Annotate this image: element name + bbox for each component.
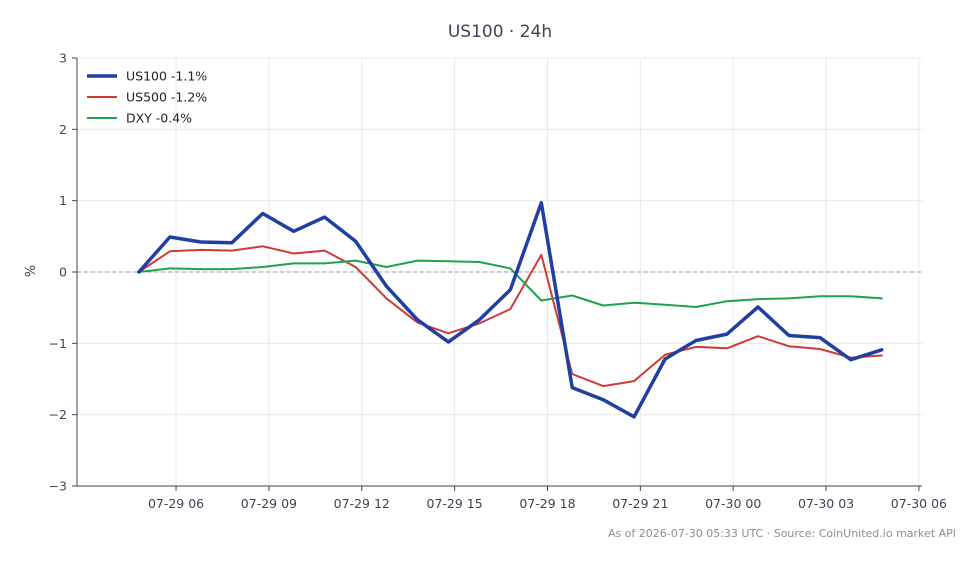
y-tick-label: 0 bbox=[59, 265, 67, 280]
source-footer: As of 2026-07-30 05:33 UTC · Source: Coi… bbox=[608, 527, 956, 540]
legend-label-0: US100 -1.1% bbox=[126, 69, 207, 84]
series-group bbox=[137, 201, 884, 419]
series-line-1 bbox=[137, 245, 883, 388]
legend-label-2: DXY -0.4% bbox=[126, 111, 192, 126]
chart-title: US100 · 24h bbox=[448, 22, 552, 42]
x-tick-label: 07-29 21 bbox=[612, 496, 668, 511]
y-axis-label: % bbox=[24, 265, 39, 277]
x-tick-label: 07-29 15 bbox=[427, 496, 483, 511]
series-line-2 bbox=[137, 259, 883, 308]
x-tick-label: 07-29 06 bbox=[148, 496, 204, 511]
x-tick-label: 07-30 03 bbox=[798, 496, 854, 511]
x-tick-label: 07-30 00 bbox=[705, 496, 761, 511]
y-tick-label: 3 bbox=[59, 51, 67, 66]
y-tick-label: 1 bbox=[59, 193, 67, 208]
x-tick-label: 07-29 09 bbox=[241, 496, 297, 511]
y-tick-label: 2 bbox=[59, 122, 67, 137]
y-tick-label: −1 bbox=[49, 336, 67, 351]
y-tick-label: −3 bbox=[49, 479, 67, 494]
x-tick-label: 07-29 12 bbox=[334, 496, 390, 511]
y-tick-label: −2 bbox=[49, 407, 67, 422]
x-tick-label: 07-29 18 bbox=[519, 496, 575, 511]
series-line-0 bbox=[137, 201, 884, 419]
x-tick-label: 07-30 06 bbox=[891, 496, 947, 511]
legend: US100 -1.1% US500 -1.2% DXY -0.4% bbox=[87, 69, 207, 126]
legend-label-1: US500 -1.2% bbox=[126, 90, 207, 105]
axes: 07-29 06 07-29 09 07-29 12 07-29 15 07-29 18… bbox=[49, 51, 947, 512]
